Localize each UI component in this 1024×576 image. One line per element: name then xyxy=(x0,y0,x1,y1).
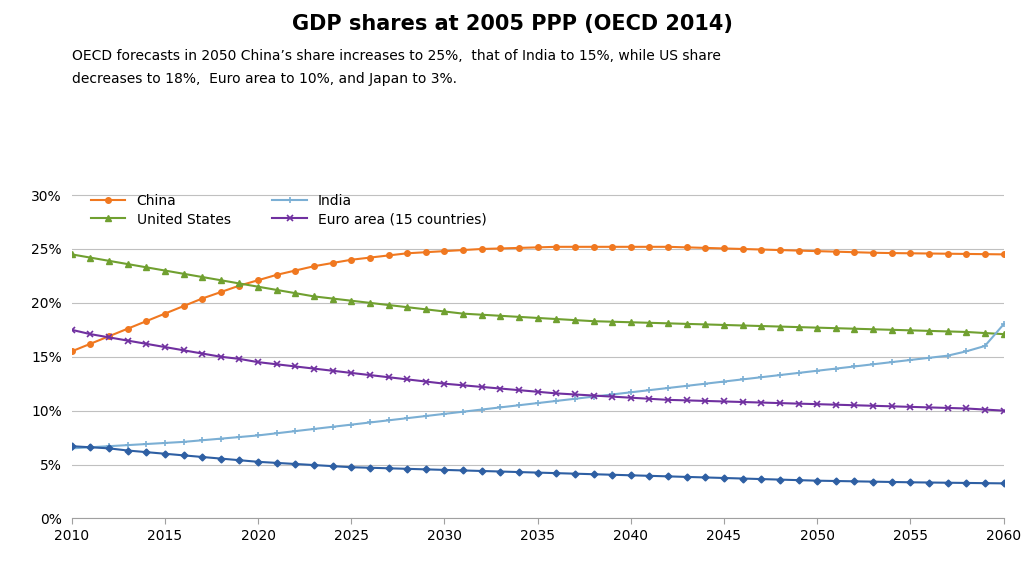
Euro area (15 countries) xyxy=(736,399,749,406)
India xyxy=(997,321,1010,328)
United States xyxy=(270,286,283,293)
India xyxy=(270,430,283,437)
United States xyxy=(66,251,78,258)
United States xyxy=(681,320,693,327)
India xyxy=(681,382,693,389)
Euro area (15 countries) xyxy=(997,407,1010,414)
Text: GDP shares at 2005 PPP (OECD 2014): GDP shares at 2005 PPP (OECD 2014) xyxy=(292,14,732,35)
China xyxy=(364,254,376,261)
China xyxy=(997,251,1010,258)
India xyxy=(736,376,749,383)
Euro area (15 countries) xyxy=(345,369,357,376)
United States xyxy=(736,322,749,329)
Text: OECD forecasts in 2050 China’s share increases to 25%,  that of India to 15%, wh: OECD forecasts in 2050 China’s share inc… xyxy=(72,49,721,63)
United States xyxy=(997,331,1010,338)
India xyxy=(979,343,991,350)
Line: China: China xyxy=(69,244,1007,354)
China xyxy=(979,251,991,257)
China xyxy=(270,271,283,278)
India xyxy=(66,445,78,452)
United States xyxy=(979,329,991,336)
Euro area (15 countries) xyxy=(364,372,376,378)
China xyxy=(755,246,767,253)
Legend: China, United States, India, Euro area (15 countries): China, United States, India, Euro area (… xyxy=(88,191,489,230)
China xyxy=(66,348,78,355)
China xyxy=(550,244,562,251)
Line: India: India xyxy=(69,321,1007,452)
Line: Euro area (15 countries): Euro area (15 countries) xyxy=(69,327,1007,414)
Text: decreases to 18%,  Euro area to 10%, and Japan to 3%.: decreases to 18%, Euro area to 10%, and … xyxy=(72,72,457,86)
Euro area (15 countries) xyxy=(66,327,78,334)
Line: United States: United States xyxy=(69,251,1007,338)
China xyxy=(699,244,712,251)
United States xyxy=(345,297,357,304)
India xyxy=(345,421,357,428)
Euro area (15 countries) xyxy=(979,406,991,413)
Euro area (15 countries) xyxy=(681,397,693,404)
United States xyxy=(364,300,376,306)
Euro area (15 countries) xyxy=(270,361,283,367)
India xyxy=(364,419,376,426)
China xyxy=(345,256,357,263)
